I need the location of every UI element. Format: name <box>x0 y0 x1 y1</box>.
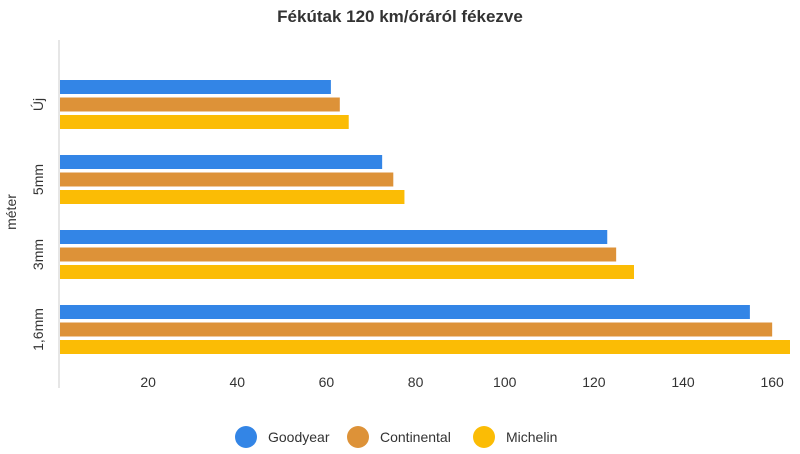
x-tick-label: 60 <box>319 374 335 390</box>
bar-continental-2[interactable] <box>60 247 617 262</box>
bar-michelin-0[interactable] <box>60 115 349 129</box>
bar-continental-1[interactable] <box>60 172 394 187</box>
bar-goodyear-3[interactable] <box>60 305 750 319</box>
bars-group <box>60 80 790 354</box>
x-tick-label: 20 <box>140 374 156 390</box>
x-tick-label: 120 <box>582 374 606 390</box>
category-label: 1,6mm <box>30 308 46 351</box>
x-tick-labels: 20 40 60 80 100 120 140 160 <box>140 374 784 390</box>
x-tick-label: 140 <box>671 374 695 390</box>
bar-continental-3[interactable] <box>60 322 773 337</box>
x-tick-label: 40 <box>230 374 246 390</box>
category-label: 5mm <box>30 164 46 195</box>
bar-goodyear-1[interactable] <box>60 155 383 169</box>
legend-marker-goodyear[interactable] <box>235 426 257 448</box>
x-tick-label: 100 <box>493 374 517 390</box>
bar-michelin-2[interactable] <box>60 265 634 279</box>
category-label: Új <box>30 98 46 111</box>
bar-goodyear-0[interactable] <box>60 80 331 94</box>
y-axis-label: méter <box>3 194 19 230</box>
legend-label-continental[interactable]: Continental <box>380 429 451 445</box>
chart-title: Fékútak 120 km/óráról fékezve <box>277 7 523 26</box>
x-tick-label: 80 <box>408 374 424 390</box>
legend-label-michelin[interactable]: Michelin <box>506 429 557 445</box>
legend-marker-michelin[interactable] <box>473 426 495 448</box>
legend[interactable]: Goodyear Continental Michelin <box>235 426 557 448</box>
x-tick-label: 160 <box>760 374 784 390</box>
bar-continental-0[interactable] <box>60 97 340 112</box>
category-label: 3mm <box>30 239 46 270</box>
category-labels: Új 5mm 3mm 1,6mm <box>30 98 46 351</box>
bar-goodyear-2[interactable] <box>60 230 608 244</box>
legend-label-goodyear[interactable]: Goodyear <box>268 429 330 445</box>
bar-michelin-3[interactable] <box>60 340 790 354</box>
bar-michelin-1[interactable] <box>60 190 405 204</box>
legend-marker-continental[interactable] <box>347 426 369 448</box>
